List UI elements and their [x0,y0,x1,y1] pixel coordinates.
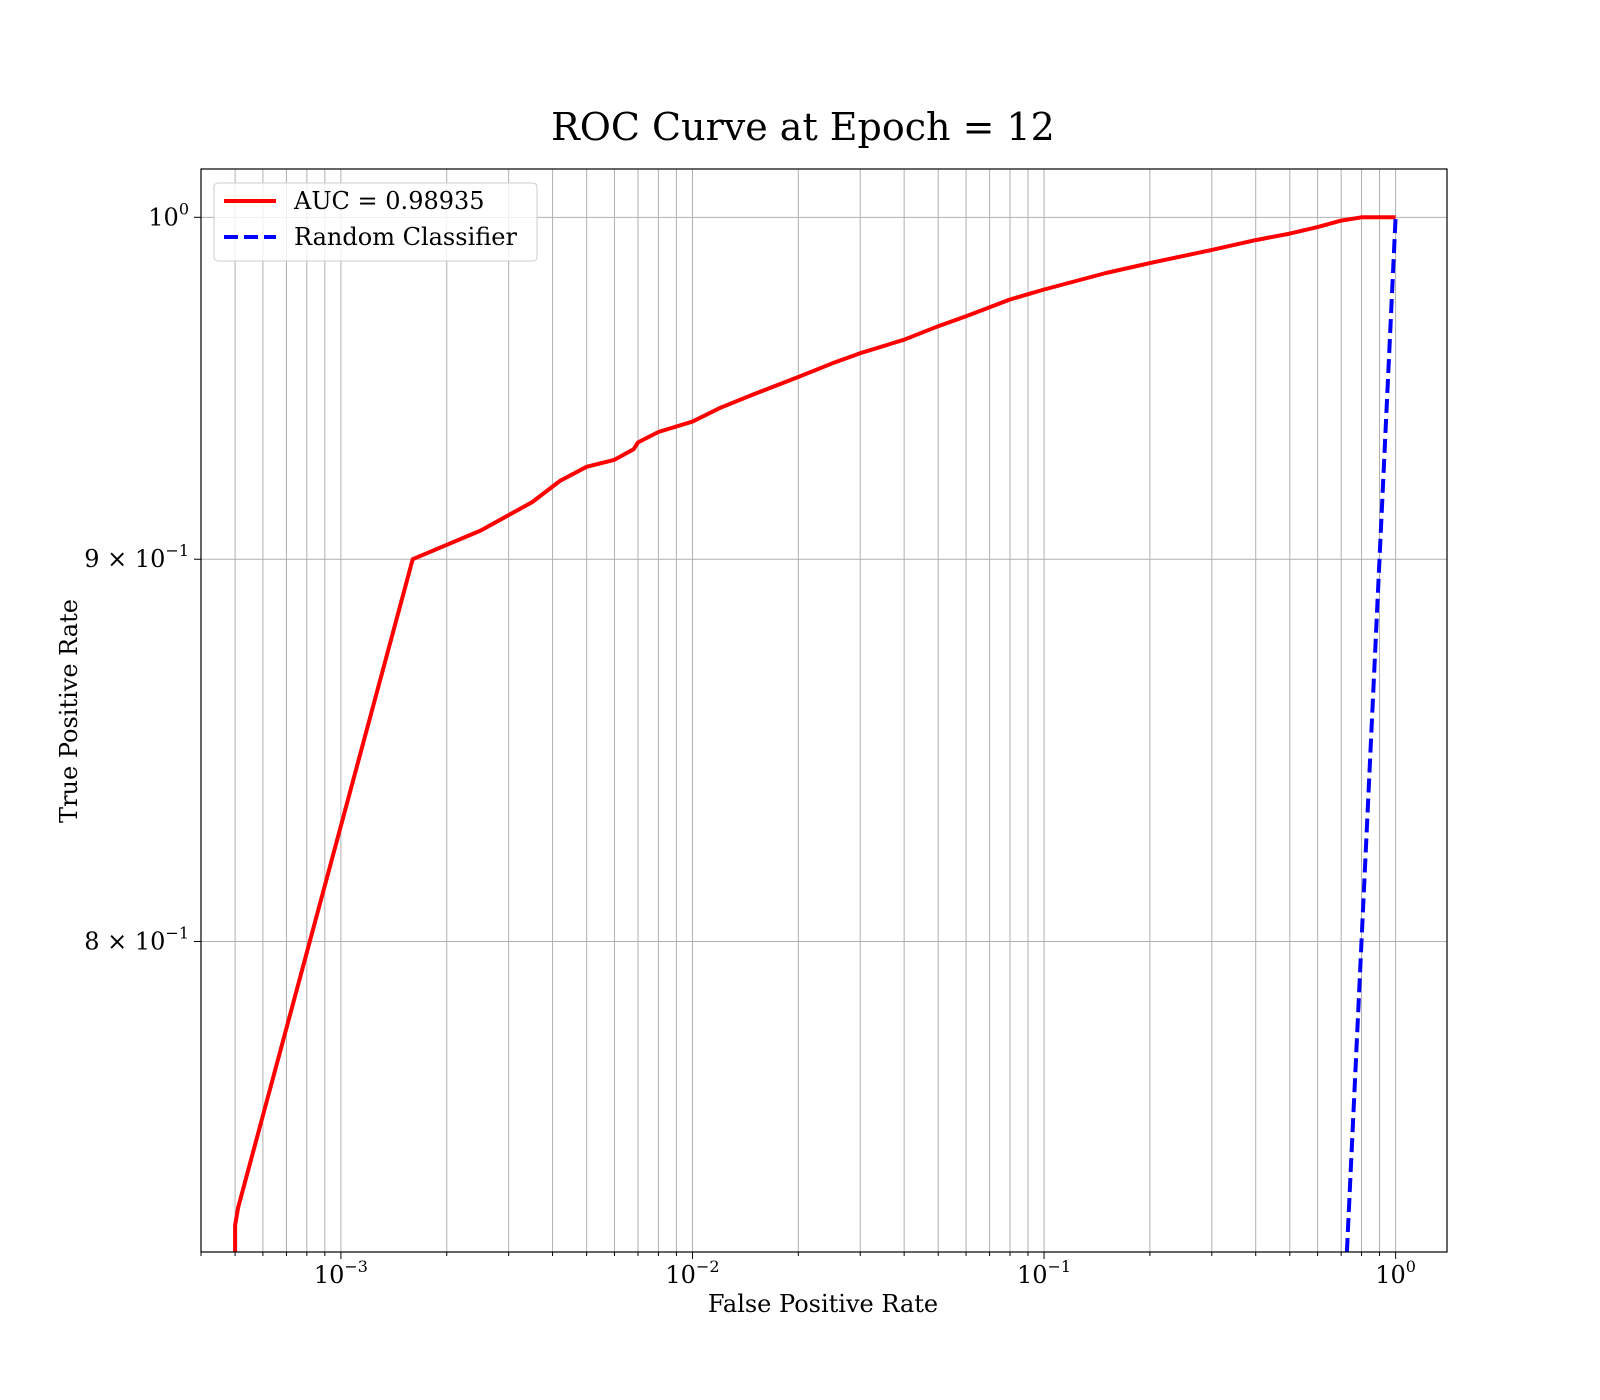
legend-box [213,182,538,262]
roc-curve-line [233,215,1396,1252]
x-axis-label: False Positive Rate [708,1290,938,1318]
x-tick-label: 10−3 [314,1257,368,1289]
random-classifier-line [1344,217,1398,1252]
legend-label-random: Random Classifier [294,223,517,251]
tick-marks [194,216,1397,1259]
series-layer [233,215,1398,1252]
x-tick-label: 100 [1375,1257,1416,1289]
y-tick-label: 9 × 10−1 [84,541,189,573]
y-tick-label: 100 [148,199,189,231]
tick-labels: 100 9 × 10−1 8 × 10−1 10−3 10−2 10−1 100 [84,199,1416,1289]
x-tick-label: 10−1 [1017,1257,1071,1289]
y-tick-label: 8 × 10−1 [84,923,189,955]
legend-label-roc: AUC = 0.98935 [293,187,485,215]
plot-frame [200,168,1448,1253]
x-tick-label: 10−2 [665,1257,719,1289]
grid-lines [200,169,1447,1252]
chart-title: ROC Curve at Epoch = 12 [551,105,1055,149]
y-axis-label: True Positive Rate [55,599,83,823]
legend: AUC = 0.98935 Random Classifier [213,182,538,262]
